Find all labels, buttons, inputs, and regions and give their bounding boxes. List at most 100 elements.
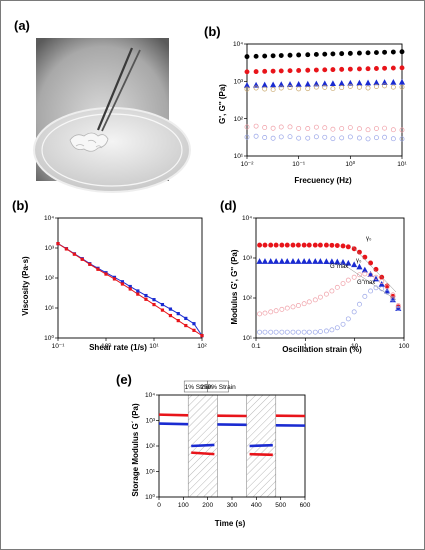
b-top-point xyxy=(244,86,250,92)
d-point xyxy=(279,329,285,335)
b-top-series-2 xyxy=(243,78,406,88)
b-top-point xyxy=(339,126,345,131)
b-left-point xyxy=(144,297,148,301)
b-top-point xyxy=(321,80,328,87)
b-top-point xyxy=(356,66,362,72)
e-ylabel: Storage Modulus G´ (Pa) xyxy=(131,403,140,497)
b-top-point xyxy=(365,66,371,72)
b-top-series-0 xyxy=(244,49,405,60)
d-point xyxy=(345,244,351,250)
e-segment-1 xyxy=(158,422,189,426)
b-top-point xyxy=(313,84,319,90)
e-band-label: 1% Strain xyxy=(185,384,214,391)
d-guide-line xyxy=(339,261,397,301)
d-point xyxy=(356,272,362,278)
panel-b-top-label: (b) xyxy=(204,24,221,39)
b-top-point xyxy=(244,54,250,60)
d-point xyxy=(329,327,335,333)
d-point xyxy=(395,303,401,308)
b-left-point xyxy=(96,267,100,271)
b-top-point xyxy=(253,85,259,91)
d-series-3 xyxy=(257,285,401,335)
chart-amplitude-sweep: 0.1 1 10 100 10¹ 10² 10³ 10⁴ γ₀ γ₀ G''max G''max xyxy=(242,215,410,350)
b-top-point xyxy=(382,83,388,89)
e-segment-2 xyxy=(191,443,215,448)
d-point xyxy=(306,242,312,248)
b-top-point xyxy=(313,134,319,140)
b-top-point xyxy=(253,69,259,75)
d-point xyxy=(351,274,357,280)
b-top-point xyxy=(373,84,379,89)
d-point xyxy=(306,299,312,305)
d-point xyxy=(278,258,285,264)
b-left-ytick-label: 10¹ xyxy=(45,305,55,312)
b-top-point xyxy=(399,127,405,133)
d-point xyxy=(367,271,374,277)
b-top-xlabel: Frecuency (Hz) xyxy=(294,176,352,185)
d-point xyxy=(284,305,290,311)
b-top-point xyxy=(296,135,302,141)
b-top-point xyxy=(390,127,396,133)
b-left-point xyxy=(120,282,125,286)
chart-frequency-sweep: 10⁻² 10⁻¹ 10⁰ 10¹ 10¹ 10² 10³ 10⁴ xyxy=(233,41,408,168)
b-left-point xyxy=(72,252,77,256)
b-top-point xyxy=(390,136,396,142)
b-top-point xyxy=(278,85,284,91)
panel-a-label: (a) xyxy=(14,18,30,33)
e-ytick-label: 10⁰ xyxy=(145,493,155,501)
d-point xyxy=(312,329,318,335)
b-top-point xyxy=(382,65,388,71)
d-point xyxy=(361,266,368,273)
b-left-xtick-label: 10¹ xyxy=(149,343,159,350)
b-top-point xyxy=(262,86,268,92)
b-top-point xyxy=(304,80,311,87)
d-point xyxy=(362,293,368,299)
e-xtick-label: 200 xyxy=(202,502,213,509)
b-top-point xyxy=(356,126,362,132)
e-band-label-box xyxy=(207,380,229,393)
d-xtick-label: 10 xyxy=(351,343,359,350)
d-point xyxy=(279,242,285,248)
d-point xyxy=(284,329,290,335)
d-point xyxy=(317,242,323,248)
b-left-point xyxy=(168,307,173,311)
b-left-point xyxy=(200,334,204,338)
b-top-point xyxy=(305,86,311,92)
b-left-xlabel: Shear rate (1/s) xyxy=(89,343,147,352)
b-left-point xyxy=(168,313,173,318)
e-xtick-label: 400 xyxy=(251,502,262,509)
b-top-point xyxy=(373,126,379,131)
d-point xyxy=(268,309,274,315)
d-point xyxy=(356,263,363,270)
b-top-point xyxy=(305,67,311,73)
b-top-point xyxy=(305,52,311,58)
b-left-point xyxy=(64,247,69,251)
b-top-point xyxy=(278,134,284,140)
b-top-point xyxy=(296,125,302,131)
d-point xyxy=(268,242,274,248)
b-top-point xyxy=(381,79,388,85)
d-xtick-label: 1 xyxy=(304,343,308,350)
d-point xyxy=(345,259,352,266)
d-point xyxy=(273,329,279,335)
d-ytick-label: 10³ xyxy=(243,255,253,262)
d-point xyxy=(373,266,379,272)
b-top-point xyxy=(296,52,302,58)
d-series-0 xyxy=(257,242,401,310)
b-top-point xyxy=(244,134,250,140)
e-band-label: 250% Strain xyxy=(200,384,236,391)
d-point xyxy=(257,329,263,335)
b-left-plot-frame xyxy=(57,217,203,339)
d-point xyxy=(323,242,329,248)
d-point xyxy=(295,329,301,335)
b-top-point xyxy=(356,135,362,141)
d-point xyxy=(362,271,368,277)
d-point xyxy=(329,288,335,294)
hydrogel-petri-dish-photo xyxy=(33,38,191,193)
b-left-point xyxy=(192,328,196,332)
b-top-ylabel: G', G'' (Pa) xyxy=(218,84,227,124)
d-ytick-label: 10¹ xyxy=(243,335,253,342)
panel-e-label: (e) xyxy=(116,372,132,387)
